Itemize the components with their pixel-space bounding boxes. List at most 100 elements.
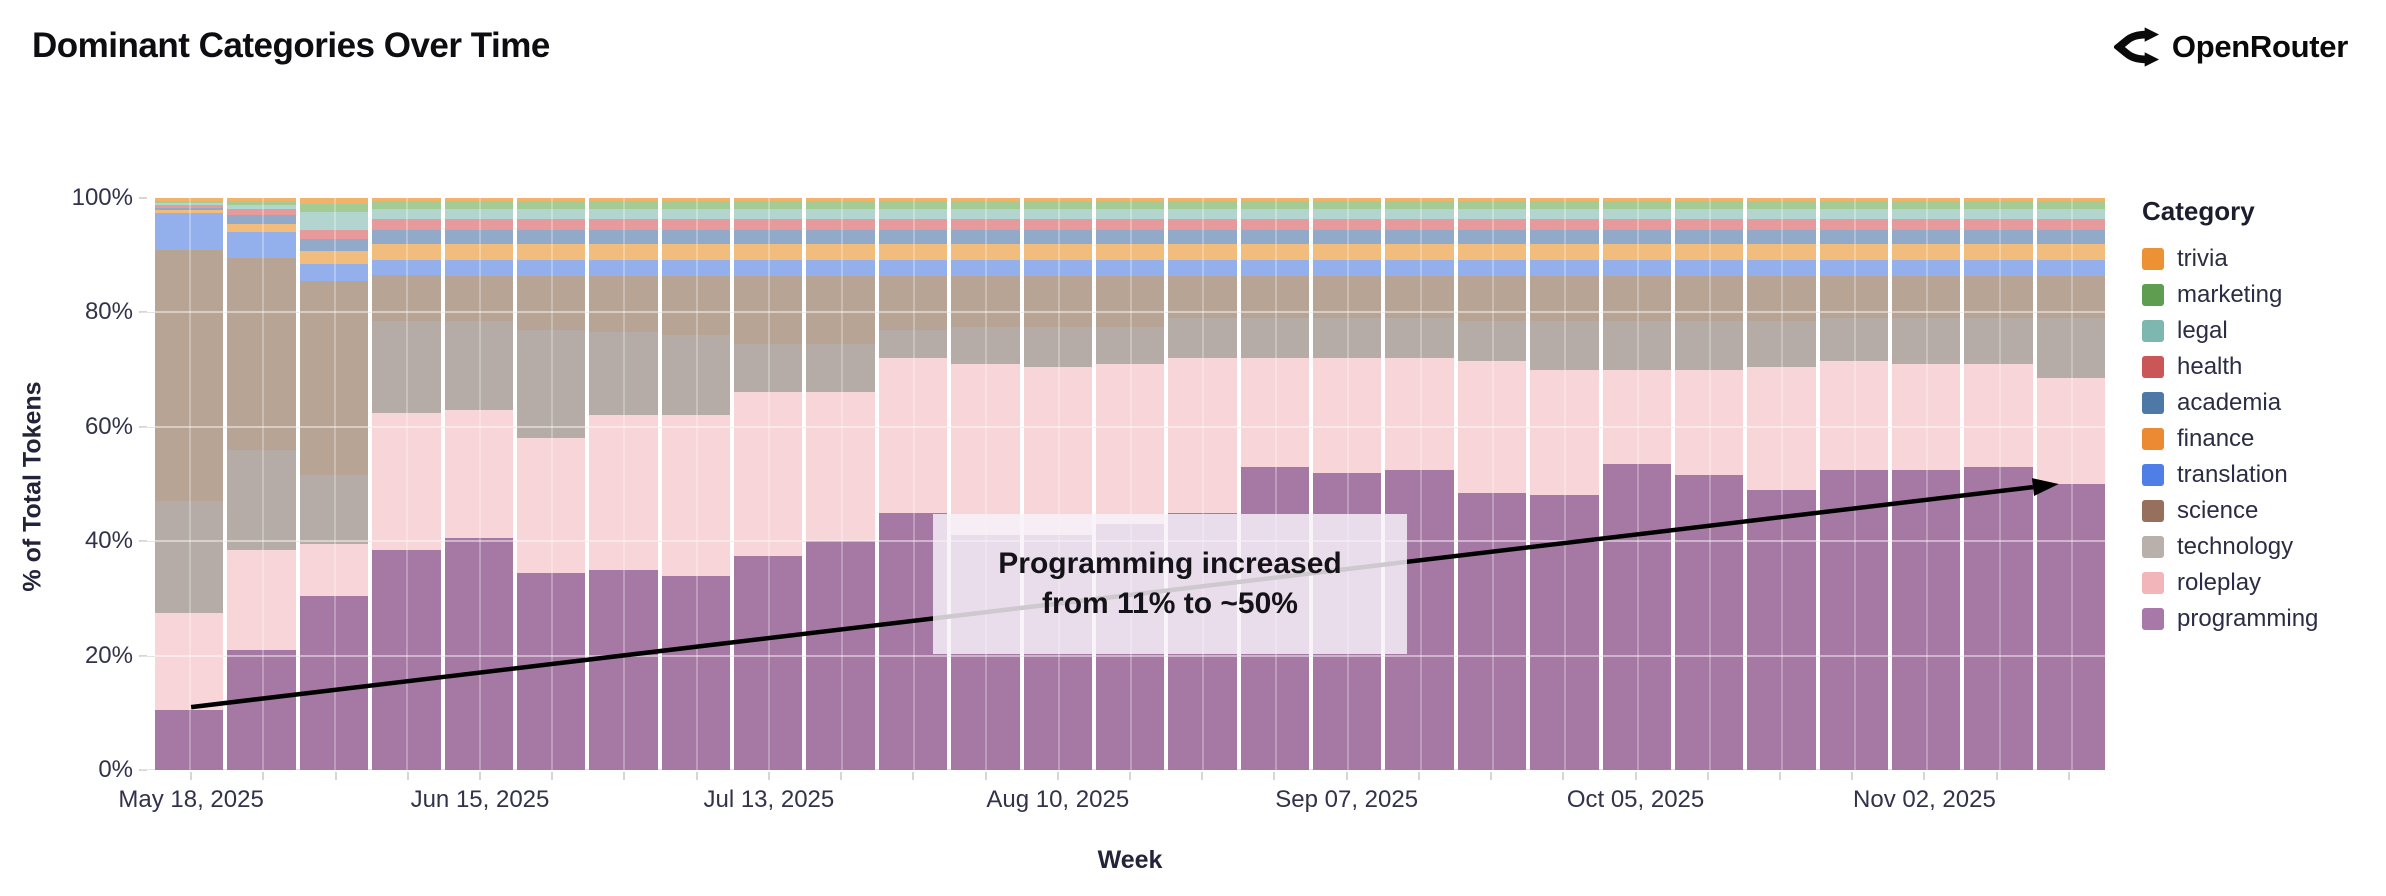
bar-segment-programming[interactable] [155,709,224,770]
bar-segment-academia[interactable] [734,229,803,245]
bar-segment-academia[interactable] [589,229,658,245]
bar-week-jul-20-2025[interactable] [806,198,875,770]
bar-segment-science[interactable] [878,276,948,330]
bar-week-jun-15-2025[interactable] [444,198,513,770]
bar-segment-technology[interactable] [372,321,441,413]
bar-week-sep-28-2025[interactable] [1530,198,1599,770]
bar-segment-legal[interactable] [806,208,875,220]
bar-segment-finance[interactable] [734,244,803,261]
bar-segment-academia[interactable] [1023,229,1092,245]
bar-segment-science[interactable] [1602,276,1671,321]
bar-segment-translation[interactable] [1095,260,1165,277]
bar-segment-roleplay[interactable] [227,549,296,650]
bar-segment-science[interactable] [589,276,658,333]
bar-segment-legal[interactable] [1892,208,1961,220]
bar-segment-legal[interactable] [1674,208,1744,220]
bar-segment-health[interactable] [444,219,513,230]
bar-segment-technology[interactable] [1530,321,1599,370]
bar-segment-marketing[interactable] [951,200,1020,209]
legend-item-translation[interactable]: translation [2142,457,2372,493]
bar-week-oct-26-2025[interactable] [1819,198,1888,770]
bar-week-sep-14-2025[interactable] [1385,198,1454,770]
bar-segment-health[interactable] [1819,219,1888,230]
bar-segment-marketing[interactable] [1023,200,1092,209]
bar-segment-technology[interactable] [734,343,803,393]
bar-week-jul-13-2025[interactable] [734,198,803,770]
bar-segment-legal[interactable] [589,208,658,220]
bar-segment-roleplay[interactable] [1964,363,2033,467]
bar-week-jun-01-2025[interactable] [299,198,369,770]
bar-segment-roleplay[interactable] [1313,358,1382,473]
bar-segment-translation[interactable] [1819,260,1888,277]
bar-segment-translation[interactable] [2036,260,2106,277]
bar-segment-roleplay[interactable] [878,358,948,513]
bar-week-jun-22-2025[interactable] [516,198,586,770]
bar-segment-technology[interactable] [444,321,513,410]
bar-segment-technology[interactable] [661,335,730,416]
bar-segment-academia[interactable] [1964,229,2033,245]
bar-segment-legal[interactable] [372,208,441,220]
legend-item-roleplay[interactable]: roleplay [2142,565,2372,601]
bar-segment-roleplay[interactable] [734,392,803,556]
bar-segment-roleplay[interactable] [951,363,1020,536]
bar-segment-translation[interactable] [1747,260,1816,277]
bar-segment-translation[interactable] [155,213,224,250]
bar-segment-marketing[interactable] [1674,200,1744,209]
bar-segment-translation[interactable] [589,260,658,277]
bar-segment-roleplay[interactable] [1385,358,1454,470]
bar-week-nov-16-2025[interactable] [2036,198,2106,770]
bar-segment-technology[interactable] [1313,318,1382,359]
bar-segment-health[interactable] [734,219,803,230]
bar-segment-technology[interactable] [1964,318,2033,364]
bar-segment-marketing[interactable] [2036,200,2106,209]
bar-segment-health[interactable] [299,229,369,239]
bar-segment-legal[interactable] [1313,208,1382,220]
bar-segment-programming[interactable] [589,569,658,770]
bar-week-nov-09-2025[interactable] [1964,198,2033,770]
bar-segment-translation[interactable] [1674,260,1744,277]
bar-segment-science[interactable] [1095,276,1165,327]
bar-segment-academia[interactable] [1240,229,1309,245]
bar-segment-finance[interactable] [516,244,586,261]
bar-segment-translation[interactable] [878,260,948,277]
bar-segment-finance[interactable] [589,244,658,261]
bar-segment-translation[interactable] [806,260,875,277]
bar-segment-finance[interactable] [227,223,296,233]
bar-segment-science[interactable] [372,275,441,321]
bar-segment-technology[interactable] [951,326,1020,364]
bar-segment-marketing[interactable] [1602,200,1671,209]
bar-segment-translation[interactable] [661,260,730,277]
bar-week-may-18-2025[interactable] [155,198,224,770]
bar-segment-legal[interactable] [1023,208,1092,220]
legend-item-legal[interactable]: legal [2142,313,2372,349]
bar-segment-academia[interactable] [372,229,441,245]
bar-segment-technology[interactable] [589,332,658,416]
bar-segment-marketing[interactable] [1168,200,1237,209]
bar-week-aug-31-2025[interactable] [1240,198,1309,770]
bar-segment-roleplay[interactable] [1095,363,1165,525]
bar-segment-technology[interactable] [2036,318,2106,379]
bar-segment-finance[interactable] [1530,244,1599,261]
bar-segment-roleplay[interactable] [444,409,513,539]
bar-segment-finance[interactable] [1964,244,2033,261]
legend-item-academia[interactable]: academia [2142,385,2372,421]
bar-segment-health[interactable] [1674,219,1744,230]
bar-segment-science[interactable] [444,276,513,321]
bar-segment-programming[interactable] [227,649,296,770]
bar-segment-health[interactable] [1168,219,1237,230]
bar-segment-finance[interactable] [878,244,948,261]
bar-segment-science[interactable] [1674,276,1744,321]
bar-segment-marketing[interactable] [299,203,369,213]
bar-segment-technology[interactable] [227,449,296,550]
bar-segment-marketing[interactable] [589,200,658,209]
bar-segment-translation[interactable] [1168,260,1237,277]
bar-segment-legal[interactable] [951,208,1020,220]
bar-segment-finance[interactable] [661,244,730,261]
bar-segment-health[interactable] [661,219,730,230]
bar-segment-legal[interactable] [1602,208,1671,220]
bar-week-oct-12-2025[interactable] [1674,198,1744,770]
bar-segment-marketing[interactable] [878,200,948,209]
bar-segment-finance[interactable] [806,244,875,261]
bar-segment-roleplay[interactable] [589,415,658,570]
bar-week-aug-03-2025[interactable] [951,198,1020,770]
